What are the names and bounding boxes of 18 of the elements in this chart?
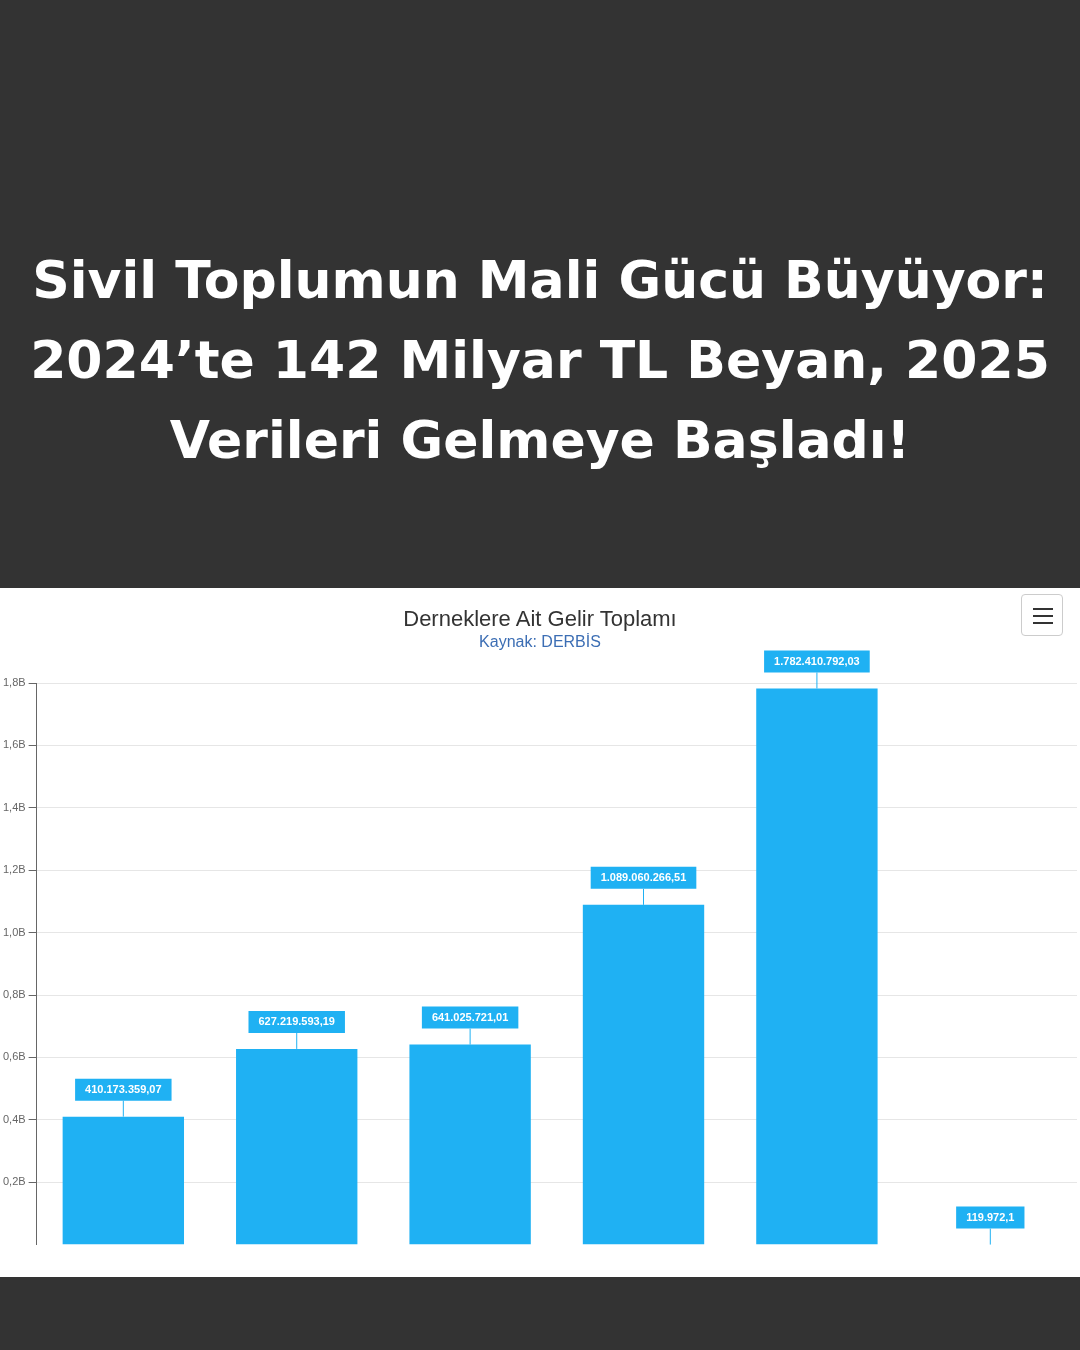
text: Kaynak: DERBİS xyxy=(478,633,602,651)
data-label: 1.782.410.792,03 xyxy=(774,654,860,667)
chart-subtitle: Derneklere Ait Gelir Toplamı xyxy=(402,606,678,632)
y-tick-label: 1,4B xyxy=(2,800,26,813)
data-label: 1.089.060.266,51 xyxy=(600,870,687,883)
data-label: 410.173.359,07 xyxy=(85,1082,162,1095)
y-tick-label: 1,8B xyxy=(2,676,26,689)
data-label: 641.025.721,01 xyxy=(431,1010,509,1023)
chart-title: Sivil Toplumun Mali Gücü Büyüyor: 2024’te 142 Milyar TL Beyan, 2025 Verileri Gelmeye Başladı! xyxy=(29,249,1051,472)
data-label: 627.219.593,19 xyxy=(258,1014,335,1027)
y-tick-label: 0,2B xyxy=(2,1175,26,1188)
y-tick-label: 1,6B xyxy=(2,738,26,751)
y-tick-label: 1,2B xyxy=(2,863,26,876)
y-tick-label: 0,8B xyxy=(2,988,26,1001)
y-tick-label: 0,4B xyxy=(2,1112,26,1125)
y-tick-label: 1,0B xyxy=(2,925,26,938)
data-label: 119.972,1 xyxy=(966,1210,1015,1223)
y-tick-label: 0,6B xyxy=(2,1050,26,1063)
